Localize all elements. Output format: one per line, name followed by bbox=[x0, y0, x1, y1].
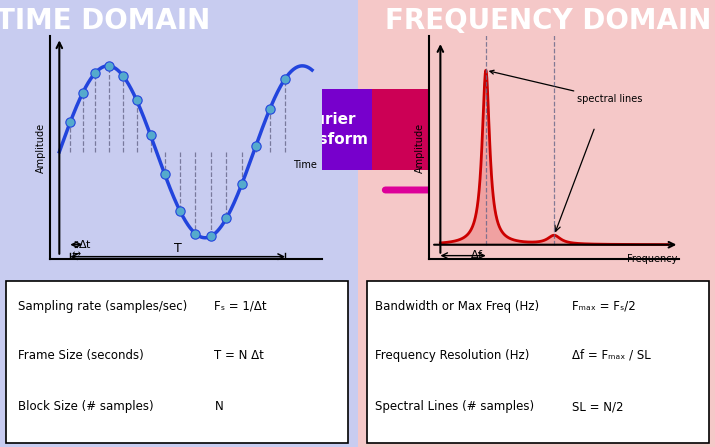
Point bbox=[131, 97, 142, 104]
Text: $\leftarrow$: $\leftarrow$ bbox=[70, 248, 82, 258]
FancyBboxPatch shape bbox=[372, 89, 465, 170]
Point bbox=[236, 181, 247, 188]
Text: Spectral Lines (# samples): Spectral Lines (# samples) bbox=[375, 400, 535, 413]
Text: TIME DOMAIN: TIME DOMAIN bbox=[0, 7, 211, 35]
Point bbox=[64, 119, 76, 126]
Bar bbox=[0, 0, 358, 447]
FancyBboxPatch shape bbox=[272, 89, 372, 170]
Point bbox=[280, 75, 291, 82]
Text: Fₘₐₓ = Fₛ/2: Fₘₐₓ = Fₛ/2 bbox=[572, 299, 636, 313]
Y-axis label: Amplitude: Amplitude bbox=[36, 122, 46, 173]
Bar bbox=[358, 0, 715, 447]
FancyBboxPatch shape bbox=[367, 281, 709, 443]
Text: T: T bbox=[174, 242, 182, 255]
Text: Δf = Fₘₐₓ / SL: Δf = Fₘₐₓ / SL bbox=[572, 349, 651, 362]
Text: Block Size (# samples): Block Size (# samples) bbox=[18, 400, 154, 413]
Point bbox=[159, 170, 170, 177]
Text: Frequency Resolution (Hz): Frequency Resolution (Hz) bbox=[375, 349, 530, 362]
Point bbox=[117, 72, 129, 79]
FancyBboxPatch shape bbox=[6, 281, 348, 443]
Text: Fourier
Transform: Fourier Transform bbox=[282, 112, 369, 147]
Text: $\Delta$f: $\Delta$f bbox=[470, 248, 484, 260]
Point bbox=[221, 215, 232, 222]
Point bbox=[205, 233, 217, 240]
Point bbox=[77, 90, 88, 97]
Text: spectral lines: spectral lines bbox=[490, 70, 642, 104]
Text: N: N bbox=[214, 400, 223, 413]
Text: FREQUENCY DOMAIN: FREQUENCY DOMAIN bbox=[385, 7, 711, 35]
Text: Time: Time bbox=[293, 160, 317, 170]
Point bbox=[250, 143, 262, 150]
Text: Bandwidth or Max Freq (Hz): Bandwidth or Max Freq (Hz) bbox=[375, 299, 540, 313]
Point bbox=[103, 62, 114, 69]
Point bbox=[189, 230, 201, 237]
Text: T = N Δt: T = N Δt bbox=[214, 349, 265, 362]
Point bbox=[89, 70, 101, 77]
Text: Frame Size (seconds): Frame Size (seconds) bbox=[18, 349, 144, 362]
Text: SL = N/2: SL = N/2 bbox=[572, 400, 623, 413]
Text: Sampling rate (samples/sec): Sampling rate (samples/sec) bbox=[18, 299, 187, 313]
Text: Frequency: Frequency bbox=[626, 254, 677, 264]
Text: Fₛ = 1/Δt: Fₛ = 1/Δt bbox=[214, 299, 267, 313]
Text: $\rightarrow$: $\rightarrow$ bbox=[71, 248, 82, 258]
Point bbox=[548, 0, 560, 1]
Point bbox=[174, 207, 186, 215]
Y-axis label: Amplitude: Amplitude bbox=[415, 122, 425, 173]
Point bbox=[145, 132, 157, 139]
Point bbox=[264, 106, 275, 113]
Text: $\Delta$t: $\Delta$t bbox=[78, 238, 92, 250]
